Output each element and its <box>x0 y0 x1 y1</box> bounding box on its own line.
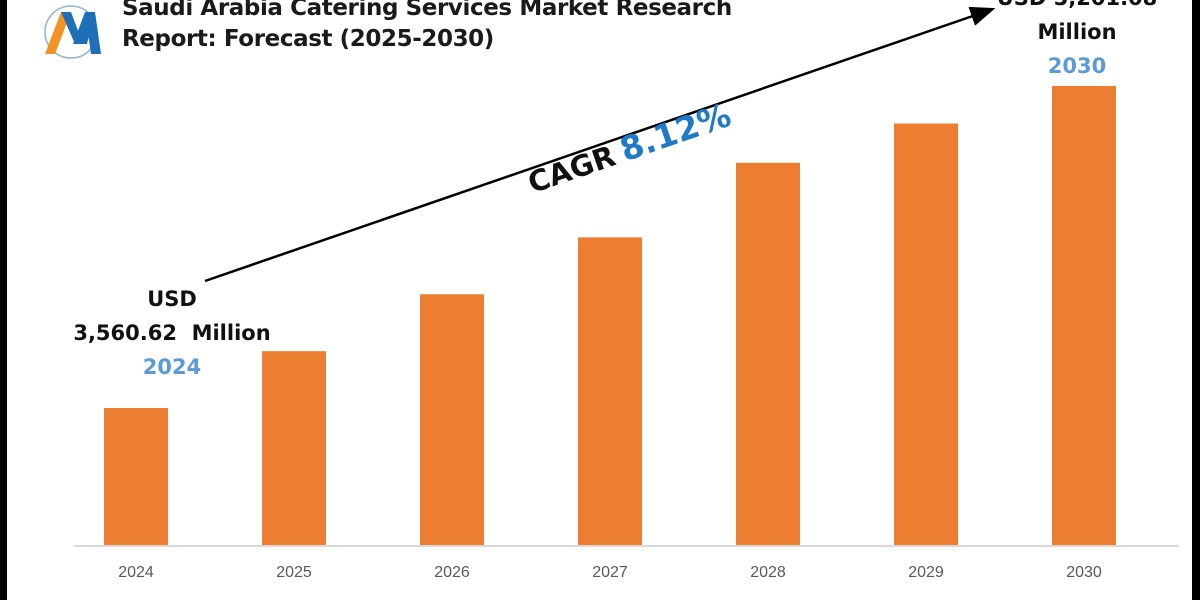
end-value: USD 5,201.08 <box>967 0 1187 15</box>
cagr-arrow <box>204 6 996 283</box>
bar-2024 <box>104 408 168 545</box>
bar-2029 <box>894 123 958 545</box>
start-currency: USD <box>147 287 197 311</box>
start-value: 3,560.62 Million <box>73 321 271 345</box>
title-line-2: Report: Forecast (2025-2030) <box>122 26 494 52</box>
page-title: Saudi Arabia Catering Services Market Re… <box>122 0 732 55</box>
end-value-annotation: USD 5,201.08 Million 2030 <box>967 0 1187 83</box>
end-unit: Million <box>1037 20 1117 44</box>
bar-2026 <box>420 294 484 545</box>
x-tick-label-2027: 2027 <box>592 564 628 581</box>
x-tick-label-2026: 2026 <box>434 564 470 581</box>
title-line-1: Saudi Arabia Catering Services Market Re… <box>122 0 732 21</box>
m-logo-icon <box>44 5 101 59</box>
bar-2030 <box>1052 86 1116 545</box>
x-tick-label-2024: 2024 <box>118 564 154 581</box>
start-value-annotation: USD 3,560.62 Million 2024 <box>57 282 287 384</box>
end-year: 2030 <box>1047 54 1107 78</box>
x-tick-label-2030: 2030 <box>1066 564 1102 581</box>
chart-canvas: 2024 2025 2026 2027 2028 2029 2030 Saudi Arabi… <box>7 0 1192 600</box>
x-tick-label-2028: 2028 <box>750 564 786 581</box>
bar-chart: 2024 2025 2026 2027 2028 2029 2030 <box>74 6 1179 581</box>
bar-2025 <box>262 351 326 545</box>
x-tick-label-2029: 2029 <box>908 564 944 581</box>
x-tick-label-2025: 2025 <box>276 564 312 581</box>
bar-2027 <box>578 237 642 545</box>
bar-2028 <box>736 162 800 546</box>
start-year: 2024 <box>142 355 202 379</box>
